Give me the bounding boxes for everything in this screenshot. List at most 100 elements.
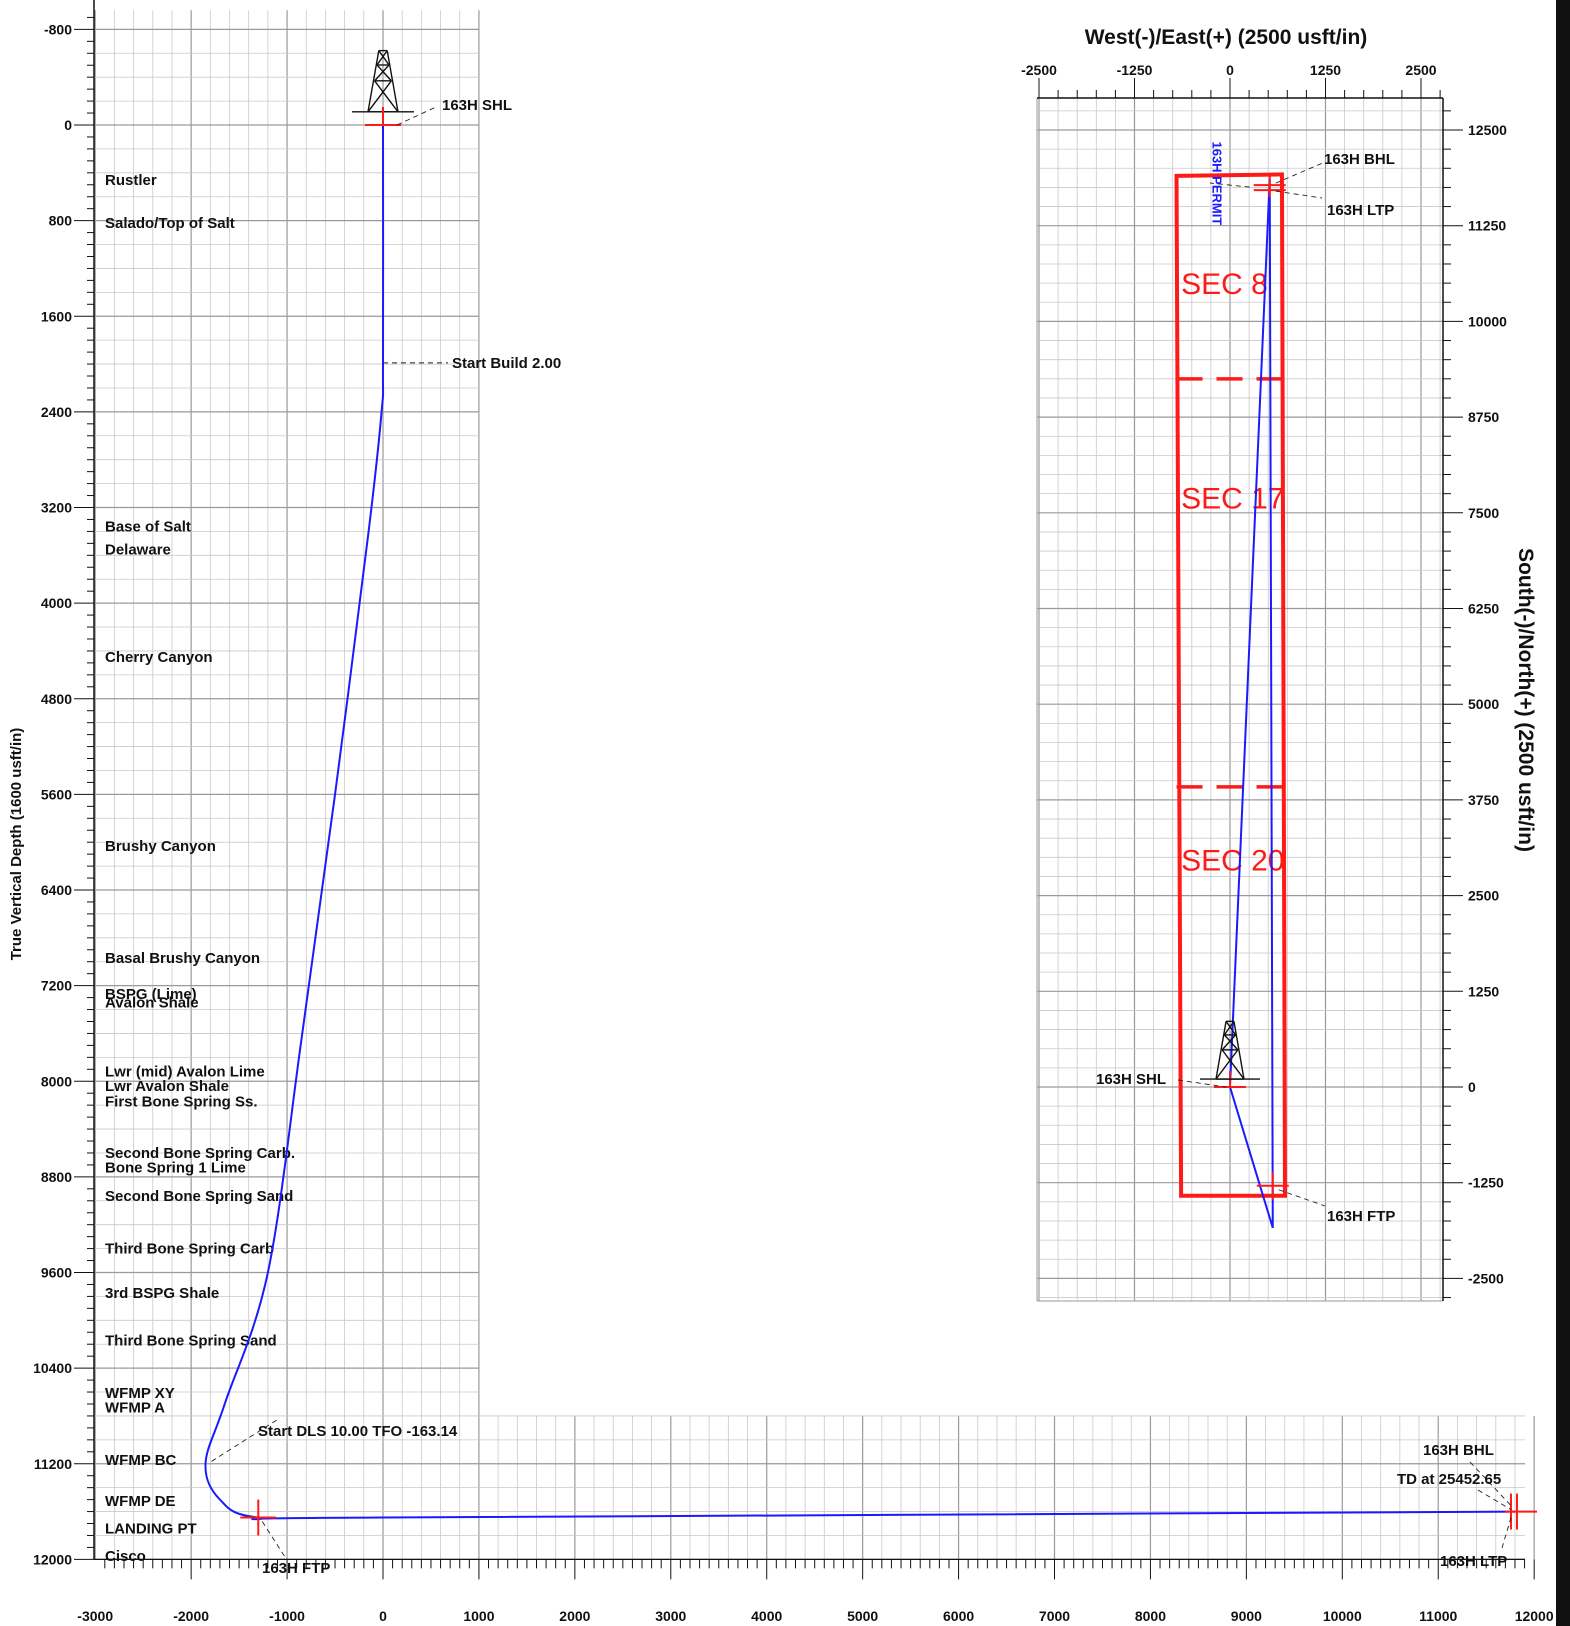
derrick-part	[367, 50, 380, 112]
plan-view-y-axis-title: South(-)/North(+) (2500 usft/in)	[1514, 548, 1537, 852]
y-tick-label: -800	[44, 21, 72, 37]
x-tick-label: 2000	[559, 1608, 590, 1624]
y-tick-label: 9600	[41, 1265, 72, 1281]
formation-label: 3rd BSPG Shale	[105, 1285, 219, 1302]
y-tick-label: 3750	[1468, 792, 1499, 808]
leader-line	[1501, 1517, 1512, 1549]
x-tick-label: -2000	[173, 1608, 209, 1624]
y-tick-label: 10000	[1468, 313, 1507, 329]
formation-label: LANDING PT	[105, 1520, 197, 1537]
formation-label: Base of Salt	[105, 519, 191, 536]
formation-label: Lwr Avalon Shale	[105, 1078, 229, 1095]
formation-label: Rustler	[105, 172, 157, 189]
wellpath-label: 163H PERMIT	[1209, 141, 1224, 225]
x-tick-label: 0	[1226, 62, 1234, 78]
plan-view-x-axis-title: West(-)/East(+) (2500 usft/in)	[1085, 26, 1368, 49]
derrick-part	[386, 50, 399, 112]
y-tick-label: 12000	[33, 1551, 72, 1567]
leader-line	[261, 1521, 286, 1558]
derrick-icon	[1200, 1020, 1260, 1080]
y-tick-label: 1600	[41, 308, 72, 324]
annotation-label: Start Build 2.00	[452, 355, 561, 372]
formation-label: Third Bone Spring Carb	[105, 1241, 274, 1258]
formation-label: WFMP A	[105, 1400, 165, 1417]
formation-label: Bone Spring 1 Lime	[105, 1159, 246, 1176]
vertical-section-annotations: 163H SHL Start Build 2.00 Start DLS 10.00 …	[211, 97, 1512, 1577]
x-tick-label: -1250	[1117, 62, 1153, 78]
derrick-part	[1233, 1021, 1245, 1080]
formation-label: BSPG (Lime)	[105, 986, 197, 1003]
x-tick-label: 10000	[1323, 1608, 1362, 1624]
rig-icon	[1200, 1020, 1260, 1080]
x-tick-label: 6000	[943, 1608, 974, 1624]
derrick-part	[1215, 1021, 1227, 1080]
x-tick-label: 7000	[1039, 1608, 1070, 1624]
annotation-label: 163H FTP	[262, 1560, 330, 1577]
derrick-part	[1223, 1034, 1239, 1051]
formation-label: First Bone Spring Ss.	[105, 1094, 258, 1111]
y-tick-label: 11250	[1468, 218, 1506, 234]
x-tick-label: 2500	[1405, 62, 1436, 78]
plan-view-ticks: -2500 -1250 0 1250 2500 -2500 -1250 0 1250 2500 37…	[1021, 62, 1507, 1301]
formation-label: Third Bone Spring Sand	[105, 1333, 277, 1350]
annotation-label: 163H BHL	[1423, 1442, 1494, 1459]
x-tick-label: 1000	[463, 1608, 494, 1624]
vertical-section-wellpath	[204, 107, 1537, 1536]
y-tick-label: 5000	[1468, 696, 1499, 712]
y-tick-label: 3200	[41, 500, 72, 516]
y-tick-label: 8800	[41, 1169, 72, 1185]
wellpath-line	[204, 124, 1515, 1521]
derrick-part	[376, 50, 388, 66]
y-tick-label: 4800	[41, 691, 72, 707]
x-tick-label: 3000	[655, 1608, 686, 1624]
y-tick-label: 0	[1468, 1079, 1476, 1095]
annotation-label: 163H SHL	[442, 97, 512, 114]
vertical-section-y-axis-title: True Vertical Depth (1600 usft/in)	[8, 728, 25, 961]
y-tick-label: 7200	[41, 978, 72, 994]
y-tick-label: 2400	[41, 404, 72, 420]
formation-labels: Rustler Salado/Top of Salt Base of Salt Del…	[105, 172, 295, 1565]
lease-boundary: SEC 8 SEC 17 SEC 20	[1174, 172, 1288, 1198]
leader-line	[396, 106, 437, 126]
derrick-part	[1221, 1049, 1245, 1080]
lease-outline	[1174, 172, 1288, 1198]
formation-label: Cherry Canyon	[105, 649, 213, 666]
x-tick-label: 5000	[847, 1608, 878, 1624]
y-tick-label: 4000	[41, 595, 72, 611]
annotation-label: 163H FTP	[1327, 1208, 1395, 1225]
formation-label: WFMP XY	[105, 1385, 175, 1402]
y-tick-label: 8750	[1468, 409, 1499, 425]
leader-line	[1177, 1079, 1227, 1088]
plan-view-annotations: 163H BHL 163H LTP 163H SHL 163H FTP	[1096, 151, 1395, 1225]
formation-label: Lwr (mid) Avalon Lime	[105, 1064, 265, 1081]
formation-label: Second Bone Spring Sand	[105, 1188, 293, 1205]
formation-label: Salado/Top of Salt	[105, 215, 235, 232]
x-tick-label: 0	[379, 1608, 387, 1624]
y-tick-label: 0	[64, 117, 72, 133]
y-tick-label: 2500	[1468, 888, 1499, 904]
x-tick-label: 8000	[1135, 1608, 1166, 1624]
x-tick-label: -3000	[77, 1608, 113, 1624]
formation-label: WFMP DE	[105, 1493, 176, 1510]
vertical-section-grid	[94, 10, 1535, 1560]
y-tick-label: 8000	[41, 1073, 72, 1089]
plan-wellpath-line	[1229, 178, 1274, 1229]
formation-label: Delaware	[105, 541, 171, 558]
derrick-icon	[352, 49, 414, 113]
derrick-part	[1221, 1034, 1237, 1051]
leader-line	[1477, 1489, 1512, 1510]
formation-label: Cisco	[105, 1548, 146, 1565]
derrick-part	[376, 64, 392, 82]
derrick-part	[374, 80, 399, 113]
right-edge-bar	[1556, 0, 1570, 1626]
annotation-label: 163H LTP	[1440, 1553, 1507, 1570]
section-label: SEC 8	[1181, 268, 1268, 301]
y-tick-label: 6250	[1468, 601, 1499, 617]
annotation-label: 163H LTP	[1327, 202, 1394, 219]
annotation-label: 163H BHL	[1324, 151, 1395, 168]
y-tick-label: 12500	[1468, 122, 1507, 138]
vertical-section-ticks: -800 0 800 1600 2400 3200 4000 4800 5600 6400 7200…	[33, 0, 1554, 1624]
leader-line	[211, 1417, 281, 1462]
x-tick-label: -1000	[269, 1608, 305, 1624]
